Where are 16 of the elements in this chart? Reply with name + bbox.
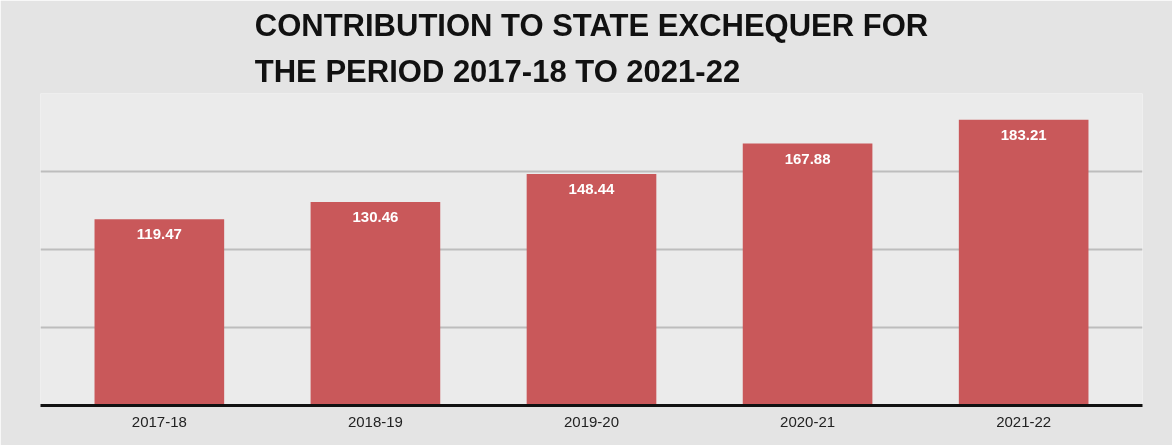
bar — [310, 201, 441, 406]
bar — [958, 119, 1089, 406]
data-label: 130.46 — [352, 207, 399, 225]
chart-title: CONTRIBUTION TO STATE EXCHEQUER FOR THE PERIOD 2017-18 TO 2021-22 — [254, 8, 929, 89]
data-label: 119.47 — [136, 225, 182, 243]
x-tick-label: 2020-21 — [780, 412, 836, 430]
x-tick-label: 2021-22 — [996, 412, 1052, 430]
bar — [526, 173, 657, 406]
data-label: 183.21 — [1000, 125, 1047, 143]
x-tick-label: 2019-20 — [563, 412, 620, 430]
bar — [94, 219, 225, 406]
x-tick-label: 2018-19 — [347, 412, 403, 430]
bar — [742, 143, 873, 406]
data-label: 148.44 — [568, 179, 616, 197]
x-tick-label: 2017-18 — [131, 412, 187, 430]
data-label: 167.88 — [784, 149, 831, 167]
